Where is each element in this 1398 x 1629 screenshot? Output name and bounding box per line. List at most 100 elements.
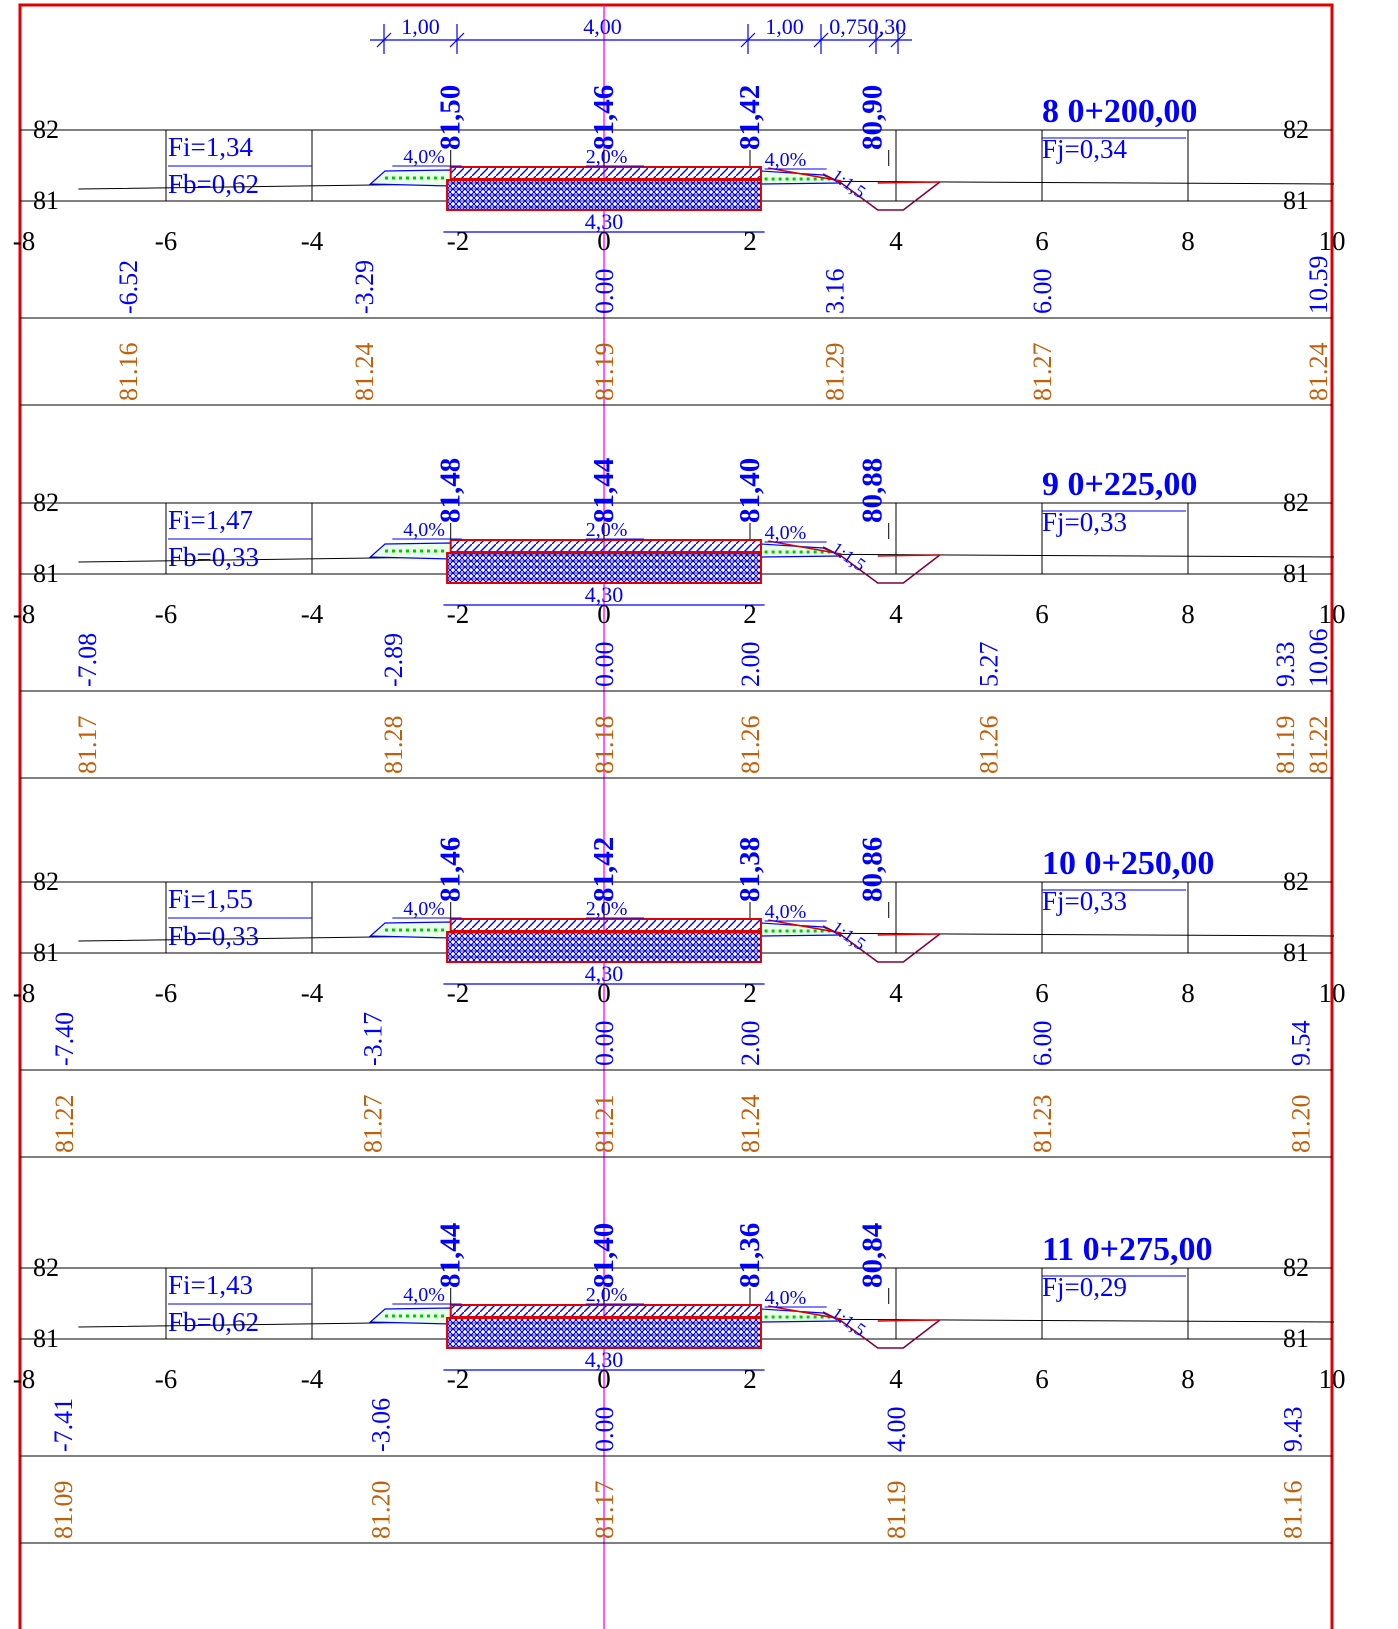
asphalt-layer	[449, 918, 762, 932]
terrain-elevation-value: 81.20	[1286, 1095, 1315, 1154]
slope-left-label: 4,0%	[403, 1284, 445, 1306]
elevation-label-82: 82	[33, 1253, 59, 1282]
shoulder-edge	[768, 167, 842, 182]
offset-value: 3.16	[821, 269, 850, 315]
x-axis-tick-label: 6	[1035, 978, 1049, 1008]
embankment-slope-label: 1:1,5	[828, 917, 869, 954]
offset-value: 0.00	[590, 1021, 619, 1067]
dimension-slash	[868, 32, 884, 48]
x-axis-tick-label: 4	[889, 1364, 903, 1394]
elevation-label-82: 82	[33, 488, 59, 517]
left-shoulder	[368, 542, 452, 560]
dimension-label: 1,00	[765, 14, 804, 39]
elevation-label-82-right: 82	[1283, 488, 1309, 517]
ditch-top	[877, 933, 940, 936]
terrain-elevation-value: 81.29	[821, 343, 850, 402]
design-elevation-label: 81,38	[734, 837, 766, 902]
offset-value: -3.17	[359, 1012, 388, 1066]
elevation-label-82: 82	[33, 115, 59, 144]
terrain-elevation-value: 81.23	[1028, 1095, 1057, 1154]
x-axis-tick-label: 6	[1035, 1364, 1049, 1394]
slope-center-label: 2,0%	[586, 1284, 628, 1306]
fb-label: Fb=0,62	[168, 169, 259, 199]
elevation-label-81-right: 81	[1283, 938, 1309, 967]
x-axis-tick-label: -4	[301, 599, 324, 629]
x-axis-tick-label: -8	[13, 226, 36, 256]
offset-value: 2.00	[736, 642, 765, 688]
x-axis-tick-label: -4	[301, 978, 324, 1008]
fi-label: Fi=1,47	[168, 505, 253, 535]
x-axis-tick-label: -8	[13, 978, 36, 1008]
offset-value: 0.00	[590, 269, 619, 315]
fb-label: Fb=0,33	[168, 542, 259, 572]
fj-label: Fj=0,29	[1042, 1272, 1127, 1302]
offset-value: 9.54	[1286, 1021, 1315, 1067]
design-elevation-label: 81,44	[588, 458, 620, 523]
x-axis-tick-label: 2	[743, 226, 757, 256]
offset-value: -7.40	[50, 1012, 79, 1066]
elevation-label-81: 81	[33, 1324, 59, 1353]
elevation-label-82-right: 82	[1283, 1253, 1309, 1282]
section-station-title: 11 0+275,00	[1042, 1231, 1213, 1268]
slope-center-label: 2,0%	[586, 898, 628, 920]
x-axis-tick-label: 4	[889, 226, 903, 256]
terrain-elevation-value: 81.24	[350, 343, 379, 402]
x-axis-tick-label: -2	[447, 226, 470, 256]
dimension-slash	[376, 32, 392, 48]
dimension-label: 1,00	[401, 14, 440, 39]
x-axis-tick-label: -8	[13, 599, 36, 629]
x-axis-tick-label: -4	[301, 1364, 324, 1394]
asphalt-layer	[449, 166, 762, 180]
base-layer	[446, 179, 762, 211]
frame-border	[18, 3, 1334, 1629]
x-axis-tick-label: -6	[155, 599, 178, 629]
terrain-elevation-value: 81.16	[1278, 1481, 1307, 1540]
x-axis-tick-label: 4	[889, 978, 903, 1008]
x-axis-tick-label: -2	[447, 599, 470, 629]
offset-value: 10.06	[1304, 629, 1333, 688]
dimension-label: 4,00	[583, 14, 622, 39]
terrain-elevation-value: 81.26	[736, 716, 765, 775]
design-elevation-label: 80,86	[857, 837, 889, 902]
section-station-title: 10 0+250,00	[1042, 845, 1214, 882]
terrain-elevation-value: 81.26	[975, 716, 1004, 774]
offset-value: 0.00	[590, 642, 619, 688]
design-elevation-label: 81,44	[435, 1223, 467, 1288]
terrain-elevation-value: 81.19	[590, 343, 619, 402]
x-axis-tick-label: 2	[743, 1364, 757, 1394]
design-elevation-label: 81,46	[588, 85, 620, 150]
asphalt-layer	[449, 539, 762, 553]
terrain-elevation-value: 81.18	[590, 716, 619, 775]
offset-value: 4.00	[882, 1407, 911, 1453]
base-layer	[446, 931, 762, 963]
base-layer	[446, 1317, 762, 1349]
offset-value: -6.52	[114, 260, 143, 314]
offset-value: 10.59	[1304, 256, 1333, 315]
terrain-elevation-value: 81.19	[882, 1481, 911, 1540]
shoulder-edge	[768, 540, 842, 555]
ditch-top	[877, 181, 940, 184]
elevation-label-81-right: 81	[1283, 1324, 1309, 1353]
x-axis-tick-label: -4	[301, 226, 324, 256]
x-axis-tick-label: 2	[743, 599, 757, 629]
design-elevation-label: 80,90	[857, 85, 889, 150]
terrain-elevation-value: 81.09	[49, 1481, 78, 1540]
fj-label: Fj=0,34	[1042, 134, 1127, 164]
dimension-slash	[890, 32, 906, 48]
offset-value: 0.00	[590, 1407, 619, 1453]
design-elevation-label: 81,40	[588, 1223, 620, 1288]
x-axis-tick-label: -8	[13, 1364, 36, 1394]
slope-right-label: 4,0%	[765, 522, 807, 544]
slope-left-label: 4,0%	[403, 146, 445, 168]
x-axis-tick-label: -2	[447, 1364, 470, 1394]
design-elevation-label: 81,42	[588, 837, 620, 902]
offset-value: -3.06	[367, 1398, 396, 1452]
terrain-elevation-value: 81.17	[73, 716, 102, 775]
elevation-label-81: 81	[33, 186, 59, 215]
left-shoulder	[368, 921, 452, 939]
terrain-elevation-value: 81.16	[114, 343, 143, 402]
elevation-label-81-right: 81	[1283, 186, 1309, 215]
